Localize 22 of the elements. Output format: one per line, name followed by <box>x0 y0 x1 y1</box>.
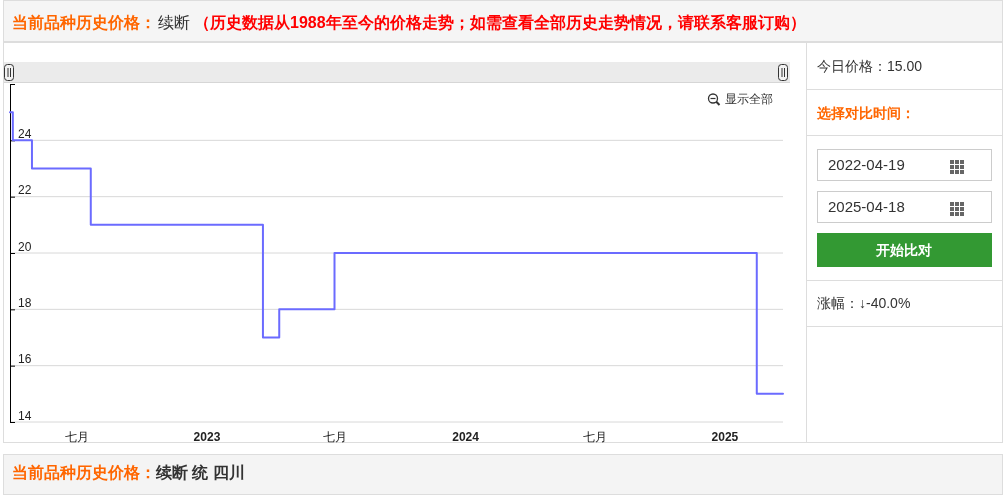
text: 涨幅：↓-40.0% <box>817 295 911 311</box>
text: 今日价格：15.00 <box>817 58 923 74</box>
y-tick-label: 16 <box>18 352 32 367</box>
text: 当前品种历史价格：续断 统 四川 <box>12 464 245 481</box>
y-tick-label: 14 <box>18 408 32 423</box>
annotation: 显示全部 <box>725 92 773 106</box>
chart-subtitle: （历史数据从1988年至今的价格走势；如需查看全部历史走势情况，请联系客服订购） <box>194 13 806 32</box>
y-tick-label: 20 <box>18 239 32 254</box>
text: 2025-04-18 <box>828 198 905 215</box>
x-tick-label: 七月 <box>64 430 89 444</box>
chart-title: 当前品种历史价格：续断 <box>12 14 190 31</box>
x-tick-label: 2023 <box>193 430 221 444</box>
text: 开始比对 <box>875 242 932 258</box>
text: 2022-04-19 <box>828 156 905 173</box>
x-tick-label: 2025 <box>711 430 739 444</box>
x-tick-label: 2024 <box>452 430 480 444</box>
y-tick-label: 24 <box>18 126 32 141</box>
y-tick-label: 18 <box>18 295 32 310</box>
x-tick-label: 七月 <box>323 430 348 444</box>
x-tick-label: 七月 <box>582 430 607 444</box>
text: 选择对比时间： <box>816 105 915 121</box>
y-tick-label: 22 <box>18 183 32 198</box>
